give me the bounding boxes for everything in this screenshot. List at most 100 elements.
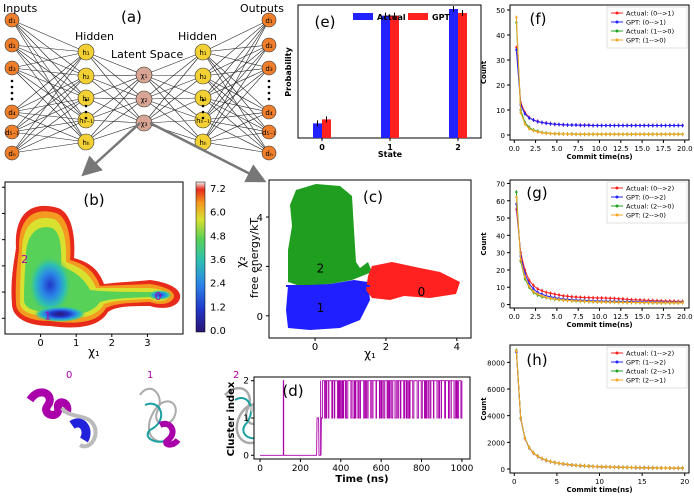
h-point <box>604 465 608 469</box>
colorbar-tick-label: 7.2 <box>210 184 226 195</box>
network-edge <box>143 74 204 143</box>
network-node <box>135 66 153 84</box>
g-point <box>570 299 573 302</box>
f-point <box>638 133 642 136</box>
panel-label-d: (d) <box>282 382 303 400</box>
network-node-label: h₂ <box>82 73 89 81</box>
h-point <box>553 461 556 464</box>
g-point <box>566 295 569 298</box>
f-point <box>677 124 680 127</box>
h-point <box>668 466 672 470</box>
network-node <box>4 37 20 53</box>
network-edge <box>202 51 270 113</box>
f-point <box>570 123 573 127</box>
h-point <box>540 457 544 460</box>
network-edge <box>11 111 87 143</box>
f-legend-marker <box>615 38 619 42</box>
f-xtick-label: 10.0 <box>592 145 608 153</box>
ellipsis-dot <box>267 85 271 89</box>
f-point <box>600 124 603 127</box>
f-point <box>566 123 569 127</box>
d-xtick-label: 200 <box>292 464 309 474</box>
f-point <box>591 133 595 136</box>
network-edge <box>202 51 270 133</box>
network-edge <box>202 67 270 77</box>
colorbar-label: free energy/kT <box>248 218 261 299</box>
network-edge <box>202 44 270 99</box>
network-edge <box>202 119 270 133</box>
h-point <box>647 466 650 469</box>
network-edge <box>11 19 87 53</box>
network-node <box>261 60 277 76</box>
e-legend-swatch <box>408 13 428 20</box>
g-legend-marker <box>615 204 619 208</box>
g-point <box>621 297 625 301</box>
h-point <box>626 466 629 469</box>
g-point <box>549 297 552 300</box>
h-point <box>596 465 599 468</box>
ellipsis-dot <box>267 79 271 83</box>
f-ytick-label: 30 <box>496 57 505 65</box>
network-node-label: d₄ <box>265 109 272 117</box>
f-point <box>566 132 569 136</box>
ellipsis-dot <box>201 110 205 114</box>
h-point <box>519 416 522 420</box>
f-point <box>664 133 667 136</box>
h-point <box>651 466 654 470</box>
g-point <box>587 300 591 303</box>
g-ytick-label: 60 <box>496 198 505 206</box>
f-point <box>643 124 646 127</box>
network-edge <box>202 44 270 143</box>
c-ytick-label: 2 <box>257 262 263 273</box>
chart-e-legend: Actual GPT <box>353 13 450 22</box>
network-edge <box>11 111 87 121</box>
g-point <box>532 287 535 291</box>
network-edge <box>143 98 204 143</box>
e-legend-label: Actual <box>377 13 406 22</box>
network-edge <box>202 44 270 121</box>
f-series-line <box>515 17 683 135</box>
f-point <box>527 116 531 120</box>
g-point <box>562 298 565 302</box>
g-point <box>527 285 531 288</box>
g-point <box>604 296 608 300</box>
h-xtick-label: 0 <box>512 478 516 486</box>
network-node <box>261 37 277 53</box>
g-point <box>630 301 633 304</box>
network-node-label: d₂ <box>265 42 272 50</box>
chart-d-xlabel: Time (ns) <box>335 474 388 485</box>
h-point <box>566 463 569 466</box>
network-node-label: dₙ <box>8 150 15 158</box>
chart-c-ylabel: χ₂ <box>234 256 248 268</box>
network-edge <box>11 75 87 154</box>
f-point <box>647 124 650 127</box>
g-point <box>579 299 582 303</box>
f-point <box>634 133 637 136</box>
f-point <box>608 124 612 127</box>
h-series-line <box>515 350 683 469</box>
f-point <box>672 124 676 127</box>
g-point <box>557 293 561 297</box>
g-legend-box <box>606 181 688 224</box>
network-edge <box>202 19 270 121</box>
f-point <box>681 124 684 127</box>
f-point <box>540 121 544 124</box>
ellipsis-dot <box>10 79 14 83</box>
d-xtick-label: 400 <box>332 464 349 474</box>
f-xtick-label: 20.0 <box>677 145 693 153</box>
h-point <box>660 466 663 470</box>
h-point <box>643 466 646 469</box>
autoencoder-network: d₁d₂d₃d₄d₅₋₁dₙh₁h₂h₃hₕ₋₁hₕχ₁χ₂χ₃h₁h₂h₃hₕ… <box>3 2 284 183</box>
h-point <box>677 466 680 470</box>
g-point <box>579 296 582 299</box>
f-point <box>523 122 527 125</box>
network-edge <box>11 44 87 143</box>
network-node-label: d₅₋₁ <box>262 129 276 137</box>
h-point <box>655 466 659 470</box>
f-point <box>570 133 573 136</box>
b-state-label: 1 <box>44 310 51 323</box>
f-point <box>532 118 535 122</box>
network-edge <box>11 119 87 133</box>
network-edge <box>143 74 204 99</box>
chart-b-landscape <box>11 205 181 328</box>
